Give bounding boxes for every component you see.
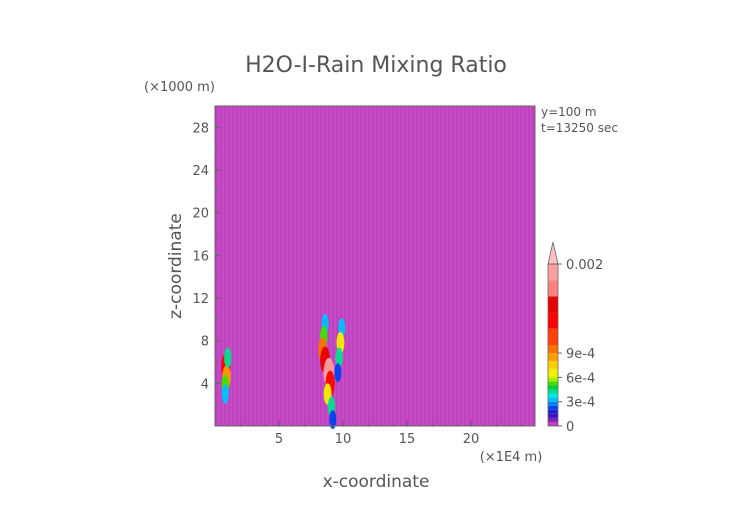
y-tick-label: 28 <box>192 121 209 136</box>
chart-title: H2O-I-Rain Mixing Ratio <box>245 53 507 78</box>
x-unit-label: (×1E4 m) <box>480 450 543 465</box>
rain-cell-right-cell <box>335 347 343 368</box>
y-tick-label: 8 <box>201 335 209 350</box>
x-tick-label: 15 <box>399 432 416 447</box>
x-tick-label: 10 <box>335 432 352 447</box>
y-tick-label: 20 <box>192 207 209 222</box>
rain-cell-main-cell <box>329 410 337 430</box>
colorbar-segment <box>548 409 558 414</box>
y-tick-label: 16 <box>192 249 209 264</box>
colorbar-segment <box>548 381 558 386</box>
colorbar-segment <box>548 312 558 329</box>
colorbar-segment <box>548 393 558 398</box>
y-tick-label: 24 <box>192 164 209 179</box>
plot-frame <box>214 105 536 427</box>
colorbar-segment <box>548 353 558 362</box>
colorbar-frame <box>547 263 559 427</box>
colorbar-segment <box>548 421 558 426</box>
colorbar-segment <box>548 361 558 370</box>
x-axis-ticks: 5 10 15 20 <box>227 420 523 447</box>
y-unit-label: (×1000 m) <box>144 80 215 95</box>
x-axis-label: x-coordinate <box>323 472 430 492</box>
colorbar-segment <box>548 417 558 422</box>
rain-cell-right-cell <box>334 363 342 383</box>
colorbar-label: 3e-4 <box>566 396 595 411</box>
x-tick-label: 5 <box>275 432 283 447</box>
colorbar-labels: 0.002 9e-4 6e-4 3e-4 0 <box>558 258 603 435</box>
colorbar <box>547 241 559 427</box>
annotation-y: y=100 m <box>541 105 597 119</box>
rain-cell-left-cell <box>224 347 232 368</box>
colorbar-label: 9e-4 <box>566 347 595 362</box>
colorbar-segment <box>548 413 558 418</box>
colorbar-segment <box>548 328 558 345</box>
y-tick-label: 12 <box>192 292 209 307</box>
annotation-time: t=13250 sec <box>541 121 618 135</box>
colorbar-extend-arrow <box>547 241 559 265</box>
colorbar-segment <box>548 401 558 406</box>
colorbar-segment <box>548 385 558 390</box>
colorbar-segment <box>548 397 558 402</box>
y-tick-label: 4 <box>201 377 209 392</box>
colorbar-label: 0.002 <box>566 258 603 273</box>
x-tick-label: 20 <box>463 432 480 447</box>
fine-grid <box>218 106 532 426</box>
colorbar-segment <box>548 345 558 354</box>
rain-cell-left-cell <box>221 384 229 404</box>
y-axis-ticks: 4 8 12 16 20 24 28 <box>192 121 221 406</box>
colorbar-segment <box>548 389 558 394</box>
colorbar-segment <box>548 369 558 378</box>
colorbar-label: 6e-4 <box>566 371 595 386</box>
colorbar-segment <box>548 264 558 281</box>
colorbar-segment <box>548 296 558 313</box>
colorbar-label: 0 <box>566 420 574 435</box>
colorbar-segment <box>548 280 558 297</box>
y-axis-label: z-coordinate <box>166 213 186 319</box>
plot-area <box>214 105 536 430</box>
colorbar-segment <box>548 377 558 382</box>
rain-features <box>221 313 346 430</box>
colorbar-segment <box>548 405 558 410</box>
